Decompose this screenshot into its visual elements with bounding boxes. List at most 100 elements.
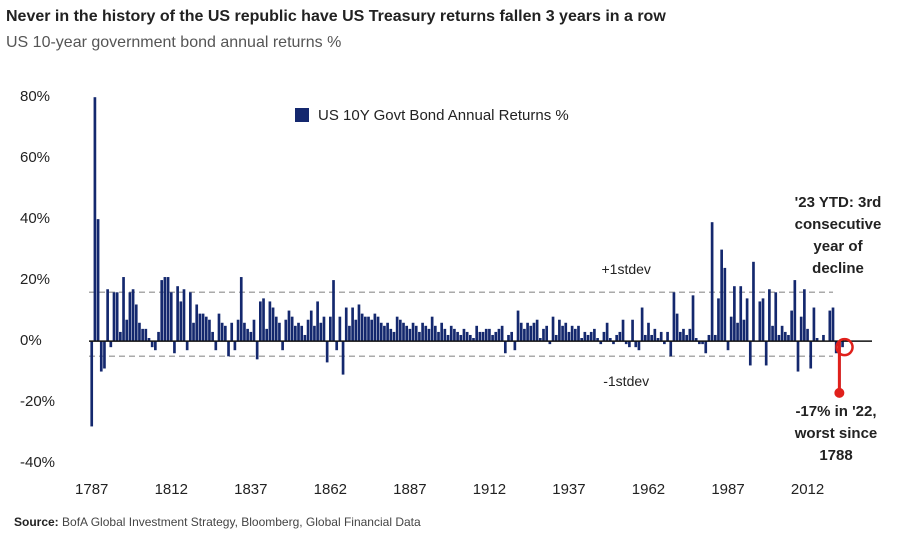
bar: [608, 338, 612, 342]
bar: [497, 328, 501, 342]
bar: [414, 325, 418, 342]
chart-title: Never in the history of the US republic …: [6, 8, 666, 25]
bar: [134, 304, 138, 342]
bar: [392, 331, 396, 342]
y-tick-label: 20%: [20, 271, 50, 288]
bar: [822, 334, 825, 342]
annotation: decline: [812, 260, 864, 277]
stdev-label: +1stdev: [601, 261, 650, 277]
bar: [720, 249, 723, 342]
bar: [341, 341, 345, 375]
bar: [809, 341, 813, 369]
bar: [192, 322, 195, 342]
bar: [224, 325, 227, 342]
bar: [510, 331, 514, 342]
bar: [332, 280, 335, 342]
bar: [103, 341, 106, 369]
bar: [678, 331, 682, 342]
bar: [227, 341, 230, 357]
bar: [653, 328, 657, 342]
y-tick-label: 60%: [20, 149, 50, 166]
bar: [736, 322, 739, 342]
bar: [726, 341, 730, 351]
bar: [90, 341, 94, 427]
bar: [201, 313, 205, 342]
bar: [688, 328, 692, 342]
bar: [526, 322, 529, 342]
bar: [663, 341, 666, 345]
bar: [344, 307, 348, 342]
bar: [631, 319, 634, 342]
bar: [459, 334, 463, 342]
y-tick-label: 0%: [20, 332, 42, 349]
bar: [456, 331, 459, 342]
bar: [274, 316, 278, 342]
source-text: BofA Global Investment Strategy, Bloombe…: [62, 515, 421, 529]
y-tick-label: 80%: [20, 88, 50, 105]
bar: [376, 316, 380, 342]
bar: [548, 341, 552, 345]
bar: [220, 322, 224, 342]
bar: [325, 341, 329, 363]
bar: [252, 319, 256, 342]
bar: [182, 289, 186, 342]
y-tick-label: 40%: [20, 210, 50, 227]
bar: [173, 341, 176, 354]
bar: [513, 341, 517, 351]
bar: [115, 292, 119, 342]
bar: [503, 341, 507, 354]
bar: [472, 338, 475, 342]
bar: [672, 292, 676, 342]
bar: [357, 304, 361, 342]
x-tick-label: 1962: [632, 481, 665, 498]
bar: [112, 292, 116, 342]
bar: [265, 328, 269, 342]
bar: [278, 322, 281, 342]
bar: [154, 341, 157, 351]
bar: [774, 292, 778, 342]
bar: [812, 307, 816, 342]
bar: [179, 301, 183, 342]
bar: [290, 316, 294, 342]
bar: [348, 325, 351, 342]
bar: [551, 316, 555, 342]
y-tick-label: -40%: [20, 454, 55, 471]
stdev-label: -1stdev: [603, 373, 649, 389]
bar: [589, 331, 593, 342]
bar: [558, 319, 561, 342]
bar: [163, 277, 167, 342]
bar: [160, 280, 164, 342]
bar: [583, 331, 587, 342]
x-tick-label: 1887: [393, 481, 426, 498]
bar: [701, 341, 704, 345]
bar: [799, 316, 803, 342]
bar: [481, 331, 485, 342]
bar: [383, 325, 386, 342]
bar: [453, 328, 456, 342]
bar: [370, 319, 374, 342]
bar: [596, 338, 599, 342]
bar: [373, 313, 377, 342]
bar: [141, 328, 144, 342]
bar: [389, 328, 393, 342]
source: Source: BofA Global Investment Strategy,…: [14, 515, 421, 529]
bar: [398, 319, 402, 342]
bar: [367, 316, 370, 342]
bar: [675, 313, 679, 342]
bar: [783, 331, 787, 342]
bar: [561, 325, 564, 342]
y-tick-label: -20%: [20, 393, 55, 410]
bar: [386, 322, 389, 342]
bar: [535, 319, 539, 342]
bar: [322, 316, 326, 342]
bar: [500, 325, 504, 342]
bar: [185, 341, 189, 351]
annotation: consecutive: [795, 216, 882, 233]
bar: [803, 289, 806, 342]
bar: [488, 328, 491, 342]
chart-subtitle: US 10-year government bond annual return…: [6, 34, 341, 51]
bar: [761, 298, 765, 342]
bar: [717, 298, 720, 342]
x-tick-label: 1787: [75, 481, 108, 498]
